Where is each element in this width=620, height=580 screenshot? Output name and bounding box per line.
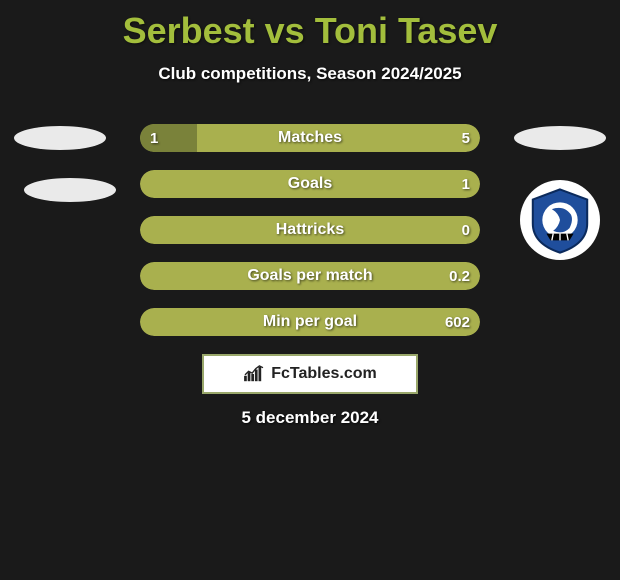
bar-value-right: 1	[462, 170, 470, 198]
bar-value-right: 0	[462, 216, 470, 244]
comparison-bars: 1Matches5Goals1Hattricks0Goals per match…	[140, 124, 480, 354]
attribution-label: FcTables.com	[271, 365, 377, 383]
stat-bar: Min per goal602	[140, 308, 480, 336]
page-subtitle: Club competitions, Season 2024/2025	[0, 64, 620, 84]
stat-bar: 1Matches5	[140, 124, 480, 152]
club-right-badge	[520, 180, 600, 260]
bar-value-right: 0.2	[449, 262, 470, 290]
player-right-avatar-placeholder	[514, 126, 606, 150]
player-left-avatar-placeholder	[14, 126, 106, 150]
bar-label: Goals	[140, 170, 480, 198]
stat-bar: Hattricks0	[140, 216, 480, 244]
bar-label: Min per goal	[140, 308, 480, 336]
bar-label: Hattricks	[140, 216, 480, 244]
attribution: FcTables.com	[202, 354, 418, 394]
page-title: Serbest vs Toni Tasev	[0, 0, 620, 52]
stat-bar: Goals per match0.2	[140, 262, 480, 290]
bar-value-right: 5	[462, 124, 470, 152]
bar-label: Goals per match	[140, 262, 480, 290]
club-left-badge-placeholder	[24, 178, 116, 202]
erzurumspor-badge-icon	[526, 186, 594, 254]
stat-bar: Goals1	[140, 170, 480, 198]
bar-value-right: 602	[445, 308, 470, 336]
bar-label: Matches	[140, 124, 480, 152]
bars-chart-icon	[243, 365, 265, 383]
report-date: 5 december 2024	[0, 408, 620, 428]
